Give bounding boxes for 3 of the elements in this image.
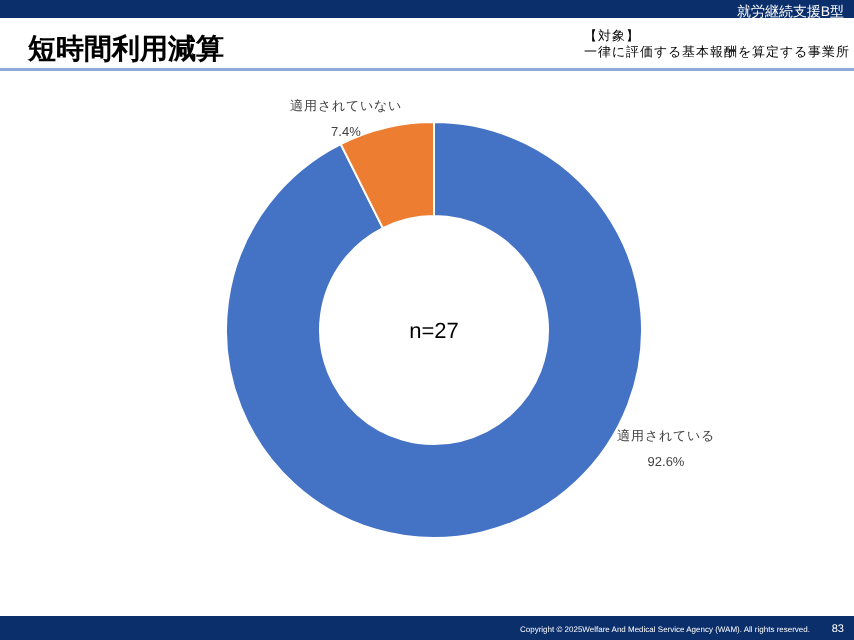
text: n=27 — [409, 320, 459, 344]
donut-slice — [225, 121, 643, 539]
chart-title: 短時間利用減算 — [26, 32, 224, 64]
